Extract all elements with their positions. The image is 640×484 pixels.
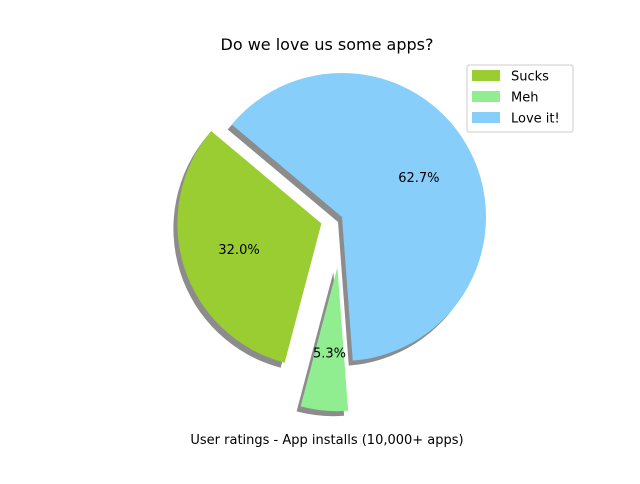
legend-swatch-love-it — [472, 112, 500, 123]
pie-slice-sucks — [177, 130, 322, 363]
pie-slices — [177, 73, 487, 412]
legend: Sucks Meh Love it! — [466, 64, 574, 133]
legend-swatch-meh — [472, 91, 500, 102]
percent-labels: 32.0% 5.3% 62.7% — [218, 171, 439, 362]
x-axis-label: User ratings - App installs (10,000+ app… — [190, 433, 463, 448]
percent-label-meh: 5.3% — [313, 347, 346, 362]
percent-label-sucks: 32.0% — [218, 243, 259, 258]
legend-swatch-sucks — [472, 70, 500, 81]
legend-label-meh: Meh — [511, 91, 538, 106]
percent-label-love-it: 62.7% — [398, 171, 439, 186]
pie-slice-meh — [300, 267, 349, 412]
chart-title: Do we love us some apps? — [221, 35, 434, 54]
legend-label-love-it: Love it! — [511, 112, 560, 127]
pie-slice-love-it — [231, 73, 487, 361]
legend-label-sucks: Sucks — [511, 70, 549, 85]
